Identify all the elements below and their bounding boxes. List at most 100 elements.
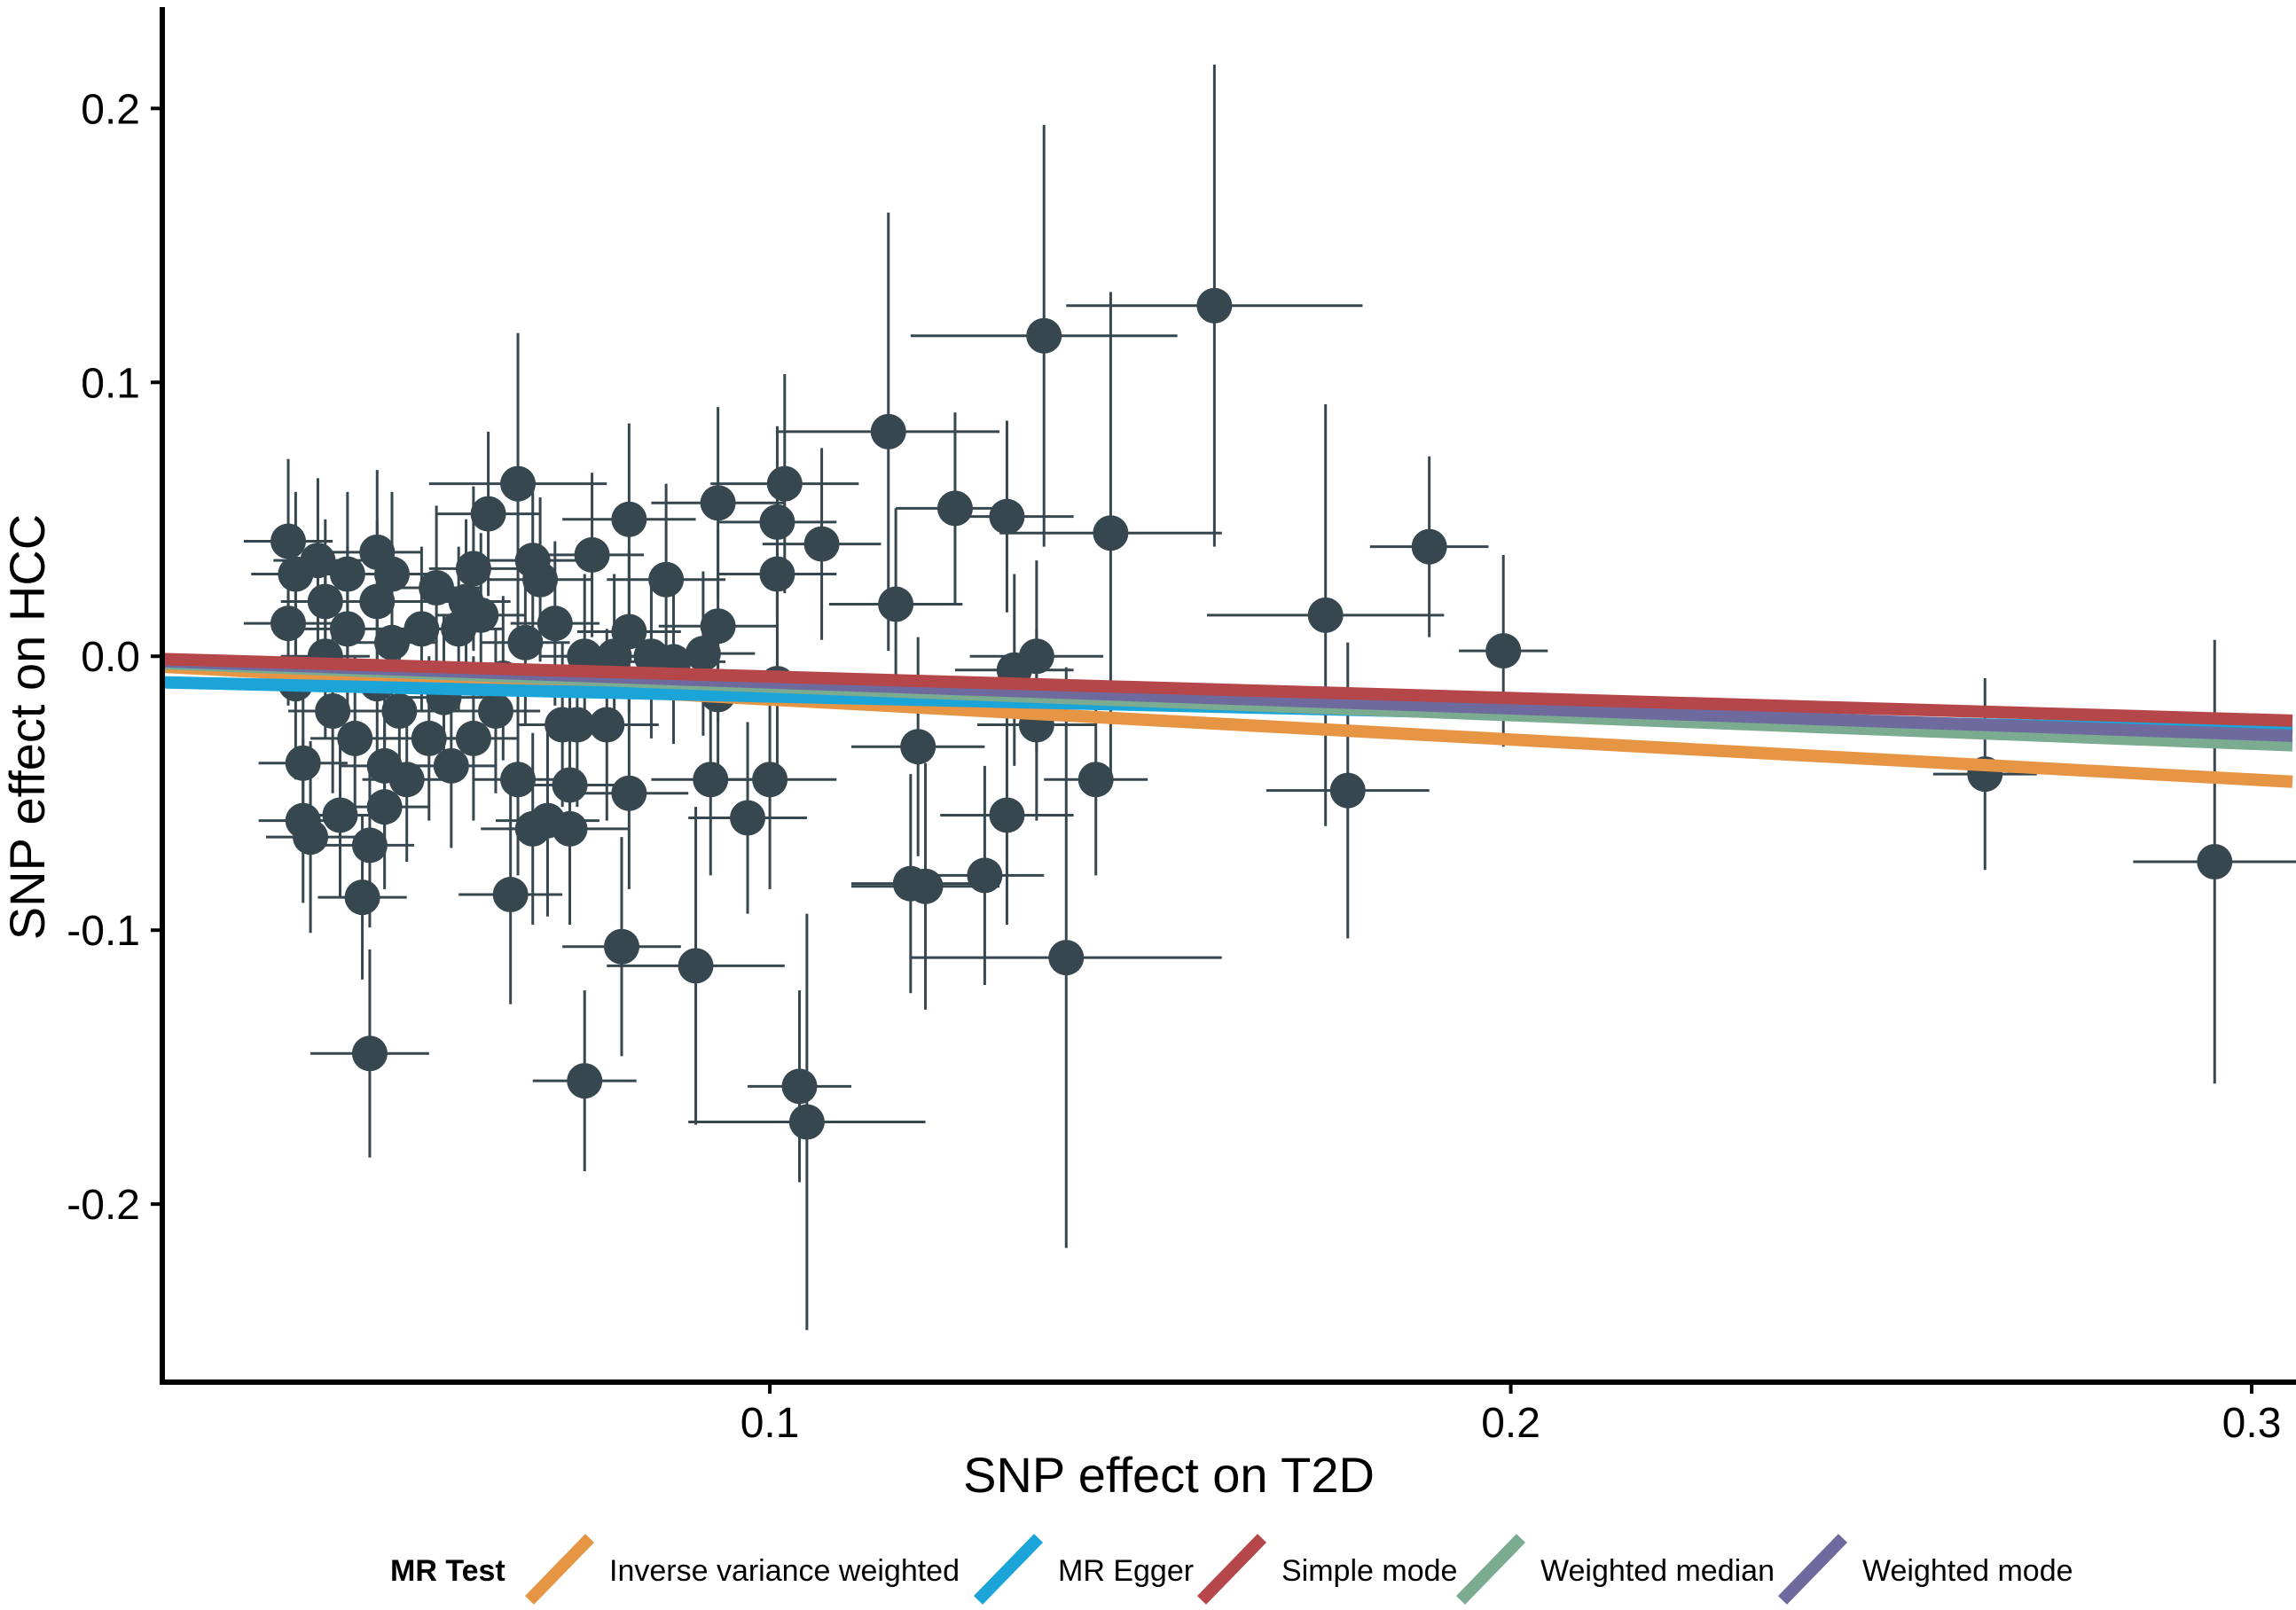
data-point [329, 556, 365, 592]
data-point [759, 504, 795, 540]
data-point [373, 624, 410, 660]
data-point [500, 465, 537, 502]
data-point [552, 810, 588, 847]
data-point [989, 498, 1025, 535]
data-point [373, 556, 410, 592]
y-tick-label: -0.1 [67, 908, 140, 955]
data-points-group [270, 287, 2233, 1140]
data-point [700, 485, 736, 521]
data-point [611, 501, 647, 537]
data-point [477, 693, 513, 730]
data-point [1485, 633, 1522, 669]
data-point [2197, 843, 2233, 879]
data-point [463, 597, 499, 633]
data-point [1093, 515, 1129, 551]
legend-swatch [1196, 1534, 1267, 1605]
data-point [404, 611, 440, 647]
x-axis-title: SNP effect on T2D [963, 1447, 1375, 1503]
data-point [366, 789, 403, 825]
legend-label: Weighted median [1540, 1554, 1775, 1588]
data-point [270, 523, 307, 559]
data-point [870, 413, 906, 449]
data-point [1411, 528, 1447, 565]
data-point [878, 586, 914, 622]
data-point [1329, 772, 1366, 809]
y-axis-title: SNP effect on HCC [0, 514, 55, 940]
data-point [766, 465, 803, 502]
legend-title: MR Test [390, 1554, 505, 1588]
data-point [759, 556, 795, 592]
data-point [307, 583, 343, 620]
data-point [730, 800, 766, 836]
data-point [967, 857, 1003, 894]
data-point [270, 606, 307, 642]
data-point [900, 729, 936, 765]
data-point [507, 624, 544, 660]
data-point [989, 797, 1025, 833]
data-point [574, 536, 610, 573]
data-point [300, 543, 336, 579]
data-point [492, 877, 529, 913]
data-point [537, 606, 573, 642]
data-point [552, 767, 588, 803]
data-point [1077, 762, 1114, 798]
data-point [351, 1036, 388, 1072]
data-point [1026, 317, 1062, 354]
legend-label: Inverse variance weighted [609, 1554, 960, 1588]
data-point [1196, 287, 1233, 324]
y-tick-label: 0.0 [81, 634, 140, 681]
legend-swatch [973, 1534, 1044, 1605]
legend-label: MR Egger [1058, 1554, 1194, 1588]
y-tick-label: 0.2 [81, 86, 140, 133]
data-point [603, 928, 639, 965]
legend: MR Test Inverse variance weighted MR Egge… [390, 1534, 2073, 1605]
data-point [455, 720, 491, 756]
x-axis-ticks: 0.1 0.2 0.3 [741, 1382, 2282, 1447]
data-point [685, 636, 721, 672]
data-point [351, 827, 388, 864]
data-point [285, 745, 321, 781]
x-tick-label: 0.2 [1481, 1400, 1540, 1447]
legend-swatch [1455, 1534, 1526, 1605]
data-point [781, 1068, 818, 1105]
data-point [1048, 940, 1085, 976]
data-point [500, 762, 537, 798]
data-point [337, 720, 373, 756]
legend-swatch [1777, 1534, 1848, 1605]
data-point [567, 1063, 603, 1099]
data-point [611, 775, 647, 811]
data-point [470, 496, 506, 532]
y-tick-label: -0.2 [67, 1182, 140, 1229]
data-point [678, 948, 714, 984]
data-point [752, 762, 788, 798]
data-point [293, 819, 329, 856]
data-point [455, 551, 491, 587]
data-point [611, 614, 647, 650]
data-point [419, 570, 455, 606]
data-point [344, 879, 380, 916]
legend-swatch [524, 1534, 595, 1605]
data-point [907, 868, 944, 904]
data-point [648, 561, 685, 598]
data-point [433, 747, 469, 784]
data-point [315, 693, 351, 730]
regression-line [161, 653, 2293, 727]
data-point [388, 762, 425, 798]
data-point [359, 583, 396, 620]
data-point [693, 762, 729, 798]
legend-label: Weighted mode [1862, 1554, 2073, 1588]
data-point [522, 561, 559, 598]
data-point [411, 720, 447, 756]
data-point [700, 608, 736, 645]
data-point [1018, 638, 1054, 675]
data-point [1307, 597, 1344, 633]
data-point [329, 611, 365, 647]
legend-label: Simple mode [1281, 1554, 1457, 1588]
data-point [381, 693, 418, 730]
x-tick-label: 0.3 [2222, 1400, 2282, 1447]
data-point [559, 707, 595, 743]
y-tick-label: 0.1 [81, 360, 140, 407]
data-point [936, 490, 973, 527]
data-point [322, 797, 358, 833]
